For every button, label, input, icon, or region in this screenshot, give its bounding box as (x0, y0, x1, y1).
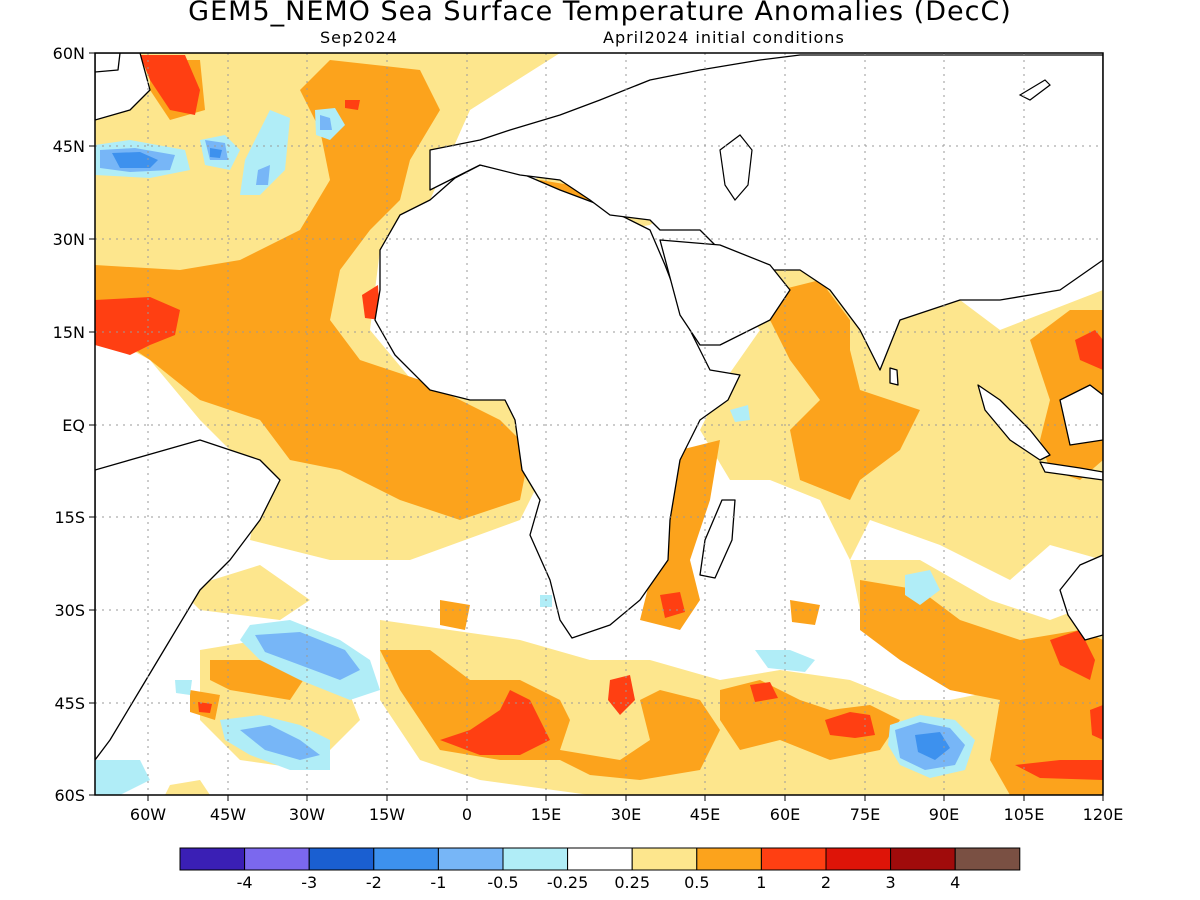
lat-label: 45N (53, 137, 85, 156)
latitude-labels: 60N 45N 30N 15N EQ 15S 30S 45S 60S (53, 44, 85, 805)
lat-label: 15N (53, 323, 85, 342)
lon-label: 45W (210, 805, 246, 824)
lon-label: 60W (130, 805, 166, 824)
inland-seas (719, 79, 1051, 201)
sumatra-landmass (977, 384, 1051, 461)
lon-label: 45E (690, 805, 720, 824)
axis-ticks (89, 52, 1104, 801)
java-landmass (1039, 461, 1103, 481)
map-gridlines (95, 53, 1103, 795)
colorbar-label: 4 (950, 873, 960, 892)
lon-label: 120E (1083, 805, 1124, 824)
lon-label: 105E (1004, 805, 1045, 824)
anomaly-1-2-regions (95, 55, 1103, 780)
lon-label: 90E (929, 805, 959, 824)
valid-month-label: Sep2024 (320, 28, 398, 47)
lat-label: 60N (53, 44, 85, 63)
map-frame (94, 52, 1104, 796)
colorbar-swatch (696, 847, 762, 871)
colorbar-swatch (890, 847, 956, 871)
colorbar-legend: -4 -3 -2 -1 -0.5 -0.25 0.25 0.5 1 2 3 4 (179, 847, 1021, 892)
lon-label: 75E (850, 805, 880, 824)
lon-label: 30E (611, 805, 641, 824)
colorbar-swatch (954, 847, 1021, 871)
lat-label: 30N (53, 230, 85, 249)
colorbar-label: 0.25 (614, 873, 650, 892)
anomaly-neg1-2-regions (112, 148, 950, 760)
sri-lanka-landmass (889, 367, 899, 386)
map-title: GEM5_NEMO Sea Surface Temperature Anomal… (188, 0, 1012, 27)
colorbar-label: -2 (366, 873, 382, 892)
colorbar-label: 1 (756, 873, 766, 892)
colorbar-swatch (308, 847, 375, 871)
colorbar-label: 0.5 (684, 873, 709, 892)
colorbar-label: -3 (301, 873, 317, 892)
lat-label: 60S (54, 786, 85, 805)
lat-label: 15S (54, 508, 85, 527)
colorbar-label: 2 (821, 873, 831, 892)
colorbar-swatch (179, 847, 246, 871)
madagascar-landmass (699, 499, 736, 579)
australia-landmass (1059, 554, 1103, 641)
lat-label: 30S (54, 601, 85, 620)
arabia-landmass (659, 239, 791, 346)
colorbar-label: -4 (237, 873, 253, 892)
colorbar-label: 3 (886, 873, 896, 892)
lon-label: 15E (531, 805, 561, 824)
lon-label: 15W (369, 805, 405, 824)
colorbar-swatch (502, 847, 569, 871)
colorbar-swatch (825, 847, 892, 871)
europe-landmass (429, 54, 1103, 371)
borneo-landmass (1059, 384, 1103, 446)
longitude-labels: 60W 45W 30W 15W 0 15E 30E 45E 60E 75E 90… (130, 805, 1123, 824)
lon-label: 0 (462, 805, 472, 824)
colorbar-label: -0.5 (487, 873, 518, 892)
south-america-landmass (95, 439, 281, 761)
colorbar-swatch (567, 847, 633, 871)
colorbar-swatch (244, 847, 310, 871)
colorbar-label: -0.25 (547, 873, 588, 892)
lat-label: EQ (62, 416, 85, 435)
colorbar-swatch (437, 847, 504, 871)
colorbar-swatch (631, 847, 698, 871)
init-conditions-label: April2024 initial conditions (603, 28, 845, 47)
colorbar-swatch (373, 847, 439, 871)
colorbar-label: -1 (430, 873, 446, 892)
land-masses (95, 53, 1103, 761)
lon-label: 30W (289, 805, 325, 824)
lon-label: 60E (770, 805, 800, 824)
africa-landmass (374, 164, 741, 639)
colorbar-swatch (760, 847, 827, 871)
greenland-landmass (95, 53, 121, 73)
lat-label: 45S (54, 694, 85, 713)
